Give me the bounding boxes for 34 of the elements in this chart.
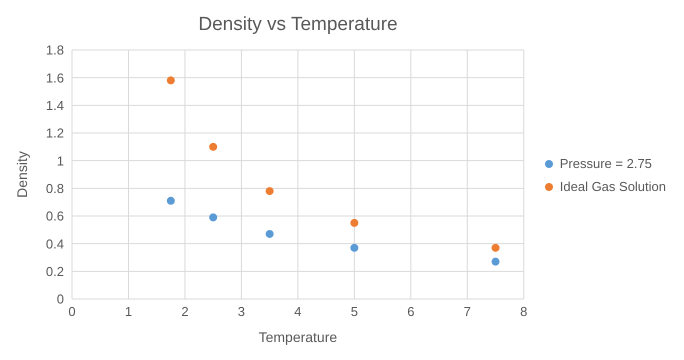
point [166, 76, 175, 84]
legend-label: Ideal Gas Solution [560, 179, 666, 194]
chart-title: Density vs Temperature [197, 14, 399, 36]
y-tick-label: 0 [56, 292, 64, 307]
x-tick-label: 7 [464, 304, 471, 320]
point [492, 258, 500, 266]
point [209, 213, 218, 222]
y-tick-label: 1.6 [46, 70, 64, 86]
point [166, 196, 175, 205]
y-tick-label: 1.8 [46, 42, 64, 58]
x-tick-label: 6 [407, 304, 414, 320]
y-tick-label: 1.4 [46, 98, 64, 113]
y-tick-label: 0.8 [46, 180, 64, 196]
y-tick-label: 0.2 [46, 264, 64, 279]
point [492, 244, 500, 252]
legend-label: Pressure = 2.75 [560, 156, 652, 171]
x-tick-label: 3 [238, 304, 246, 320]
point [266, 187, 274, 196]
x-tick-label: 2 [181, 304, 189, 320]
y-axis-title: Density [14, 151, 30, 198]
point [350, 218, 358, 227]
y-tick-label: 0.6 [46, 208, 64, 224]
y-tick-label: 1.2 [46, 126, 64, 141]
x-tick-label: 0 [68, 304, 76, 320]
x-tick-label: 8 [520, 304, 528, 320]
x-tick-label: 4 [294, 304, 302, 320]
point [266, 230, 274, 238]
x-axis-title: Temperature [258, 329, 338, 345]
point [209, 142, 218, 151]
y-tick-label: 0.4 [46, 236, 64, 252]
x-tick-label: 1 [124, 304, 132, 320]
point [350, 244, 358, 252]
x-tick-label: 5 [350, 304, 358, 320]
y-tick-label: 1 [56, 153, 64, 168]
